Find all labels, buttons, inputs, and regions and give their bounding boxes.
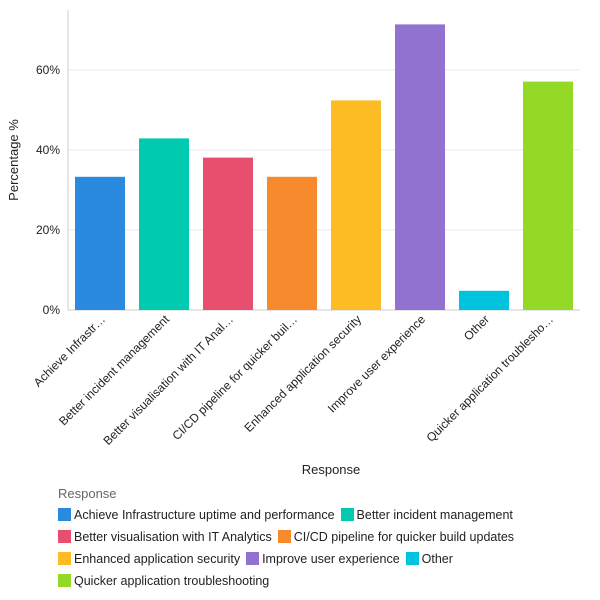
legend-item[interactable]: Better incident management xyxy=(340,506,513,523)
x-tick-label: Quicker application troublesho… xyxy=(424,312,557,445)
bar[interactable] xyxy=(203,157,253,310)
legend-swatch xyxy=(277,530,291,543)
legend-swatch xyxy=(58,508,71,521)
x-tick-label: Better incident management xyxy=(56,312,172,428)
bar[interactable] xyxy=(459,290,509,310)
legend: Response Achieve Infrastructure uptime a… xyxy=(58,486,578,589)
legend-label: Better visualisation with IT Analytics xyxy=(74,529,272,544)
legend-item[interactable]: Improve user experience xyxy=(246,550,400,567)
x-tick-label: Enhanced application security xyxy=(241,312,364,435)
bar[interactable] xyxy=(395,24,445,311)
legend-swatch xyxy=(58,552,71,565)
y-axis-label: Percentage % xyxy=(6,119,21,201)
legend-label: Enhanced application security xyxy=(74,551,241,566)
bar-chart: 0%20%40%60% Achieve Infrastr…Better inci… xyxy=(6,10,580,477)
y-tick-label: 20% xyxy=(36,223,60,237)
legend-label: Better incident management xyxy=(356,507,513,522)
bar[interactable] xyxy=(267,176,317,310)
legend-label: Improve user experience xyxy=(262,551,400,566)
bar[interactable] xyxy=(523,81,573,310)
x-tick-label: Other xyxy=(461,312,492,343)
legend-title: Response xyxy=(58,486,117,501)
legend-item[interactable]: Achieve Infrastructure uptime and perfor… xyxy=(58,506,335,523)
bar[interactable] xyxy=(331,100,381,311)
legend-item[interactable]: Enhanced application security xyxy=(58,550,240,567)
legend-label: Achieve Infrastructure uptime and perfor… xyxy=(74,507,335,522)
legend-label: CI/CD pipeline for quicker build updates xyxy=(293,529,515,544)
y-tick-label: 40% xyxy=(36,143,60,157)
x-tick-label: CI/CD pipeline for quicker buil… xyxy=(169,312,300,443)
legend-label: Quicker application troubleshooting xyxy=(74,573,270,588)
legend-swatch xyxy=(246,552,260,565)
y-tick-label: 0% xyxy=(43,303,61,317)
legend-label: Other xyxy=(421,551,453,566)
bar[interactable] xyxy=(139,138,189,310)
legend-swatch xyxy=(340,508,354,521)
legend-swatch xyxy=(405,552,419,565)
legend-item[interactable]: Quicker application troubleshooting xyxy=(58,572,269,589)
legend-swatch xyxy=(58,574,71,587)
legend-swatch xyxy=(58,530,71,543)
legend-item[interactable]: Better visualisation with IT Analytics xyxy=(58,528,272,545)
legend-item[interactable]: CI/CD pipeline for quicker build updates xyxy=(277,528,515,545)
bar[interactable] xyxy=(75,176,125,310)
x-tick-label: Better visualisation with IT Anal… xyxy=(100,312,236,448)
x-axis-label: Response xyxy=(302,462,361,477)
y-tick-label: 60% xyxy=(36,63,60,77)
legend-item[interactable]: Other xyxy=(405,550,453,567)
